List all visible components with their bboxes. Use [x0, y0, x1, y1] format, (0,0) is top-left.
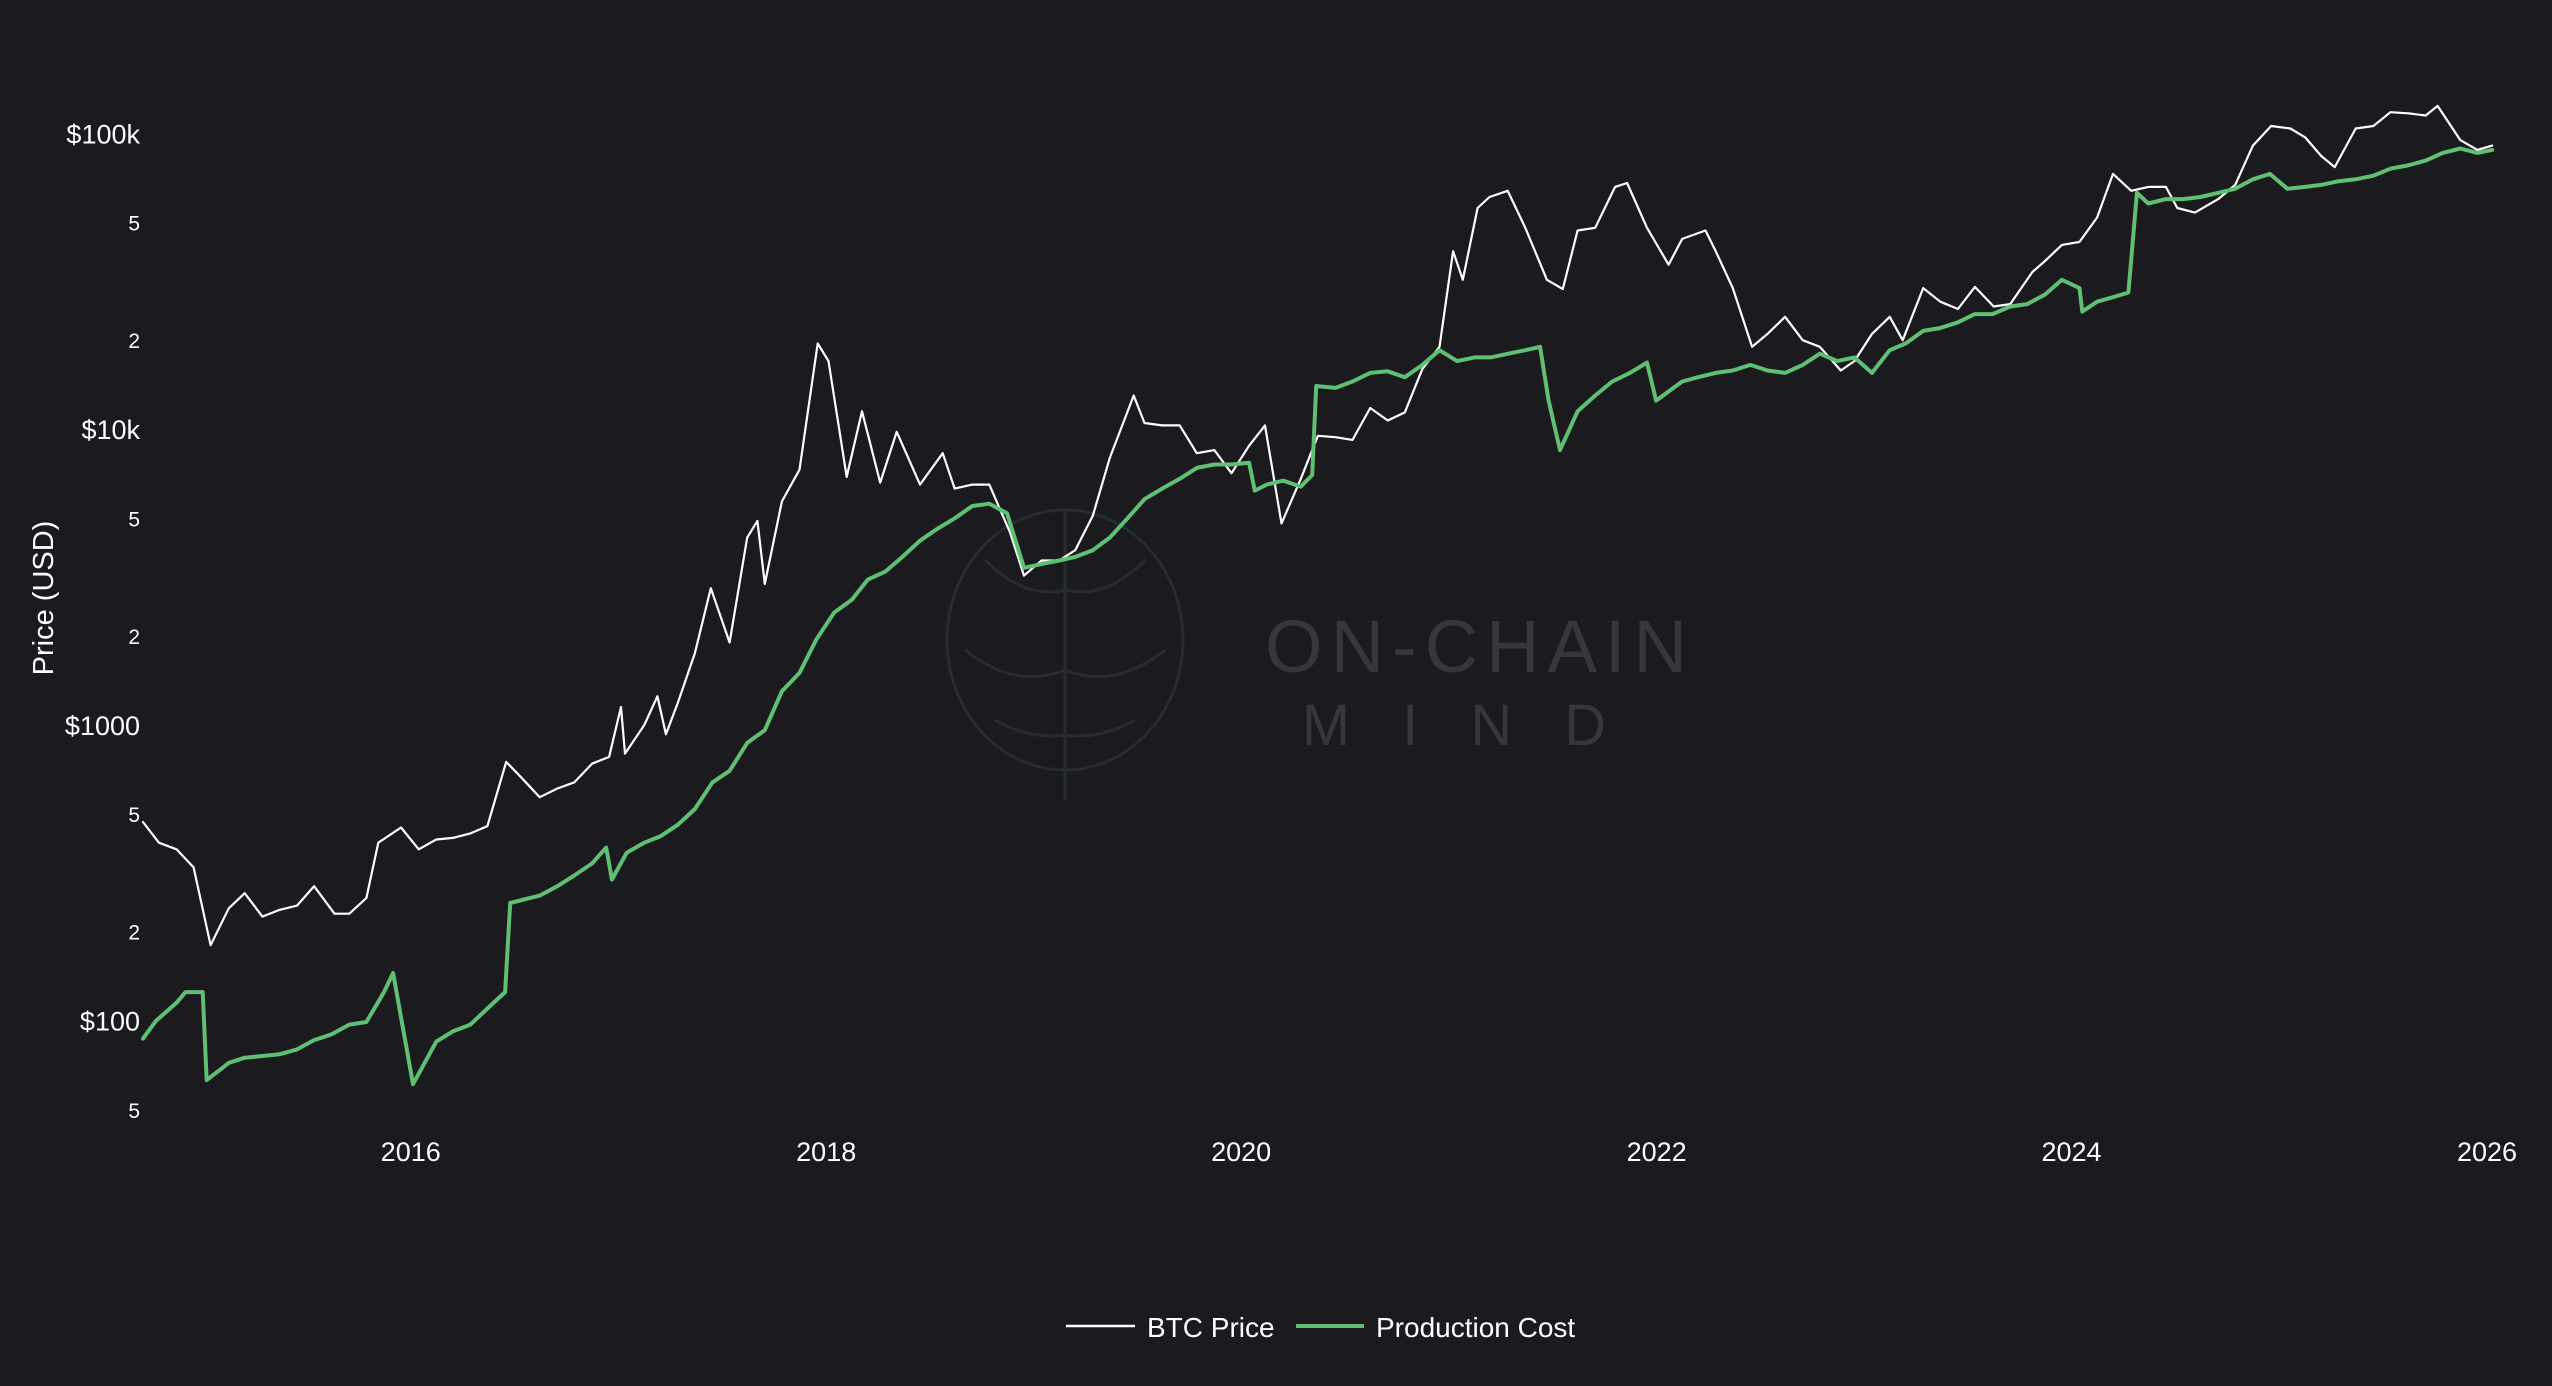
watermark: ON-CHAIN MIND: [947, 510, 1695, 800]
y-tick-label: 5: [128, 804, 140, 827]
y-tick-label: $10k: [81, 415, 140, 445]
x-tick-label: 2026: [2457, 1137, 2517, 1167]
x-tick-label: 2016: [381, 1137, 441, 1167]
x-tick-label: 2024: [2042, 1137, 2102, 1167]
y-tick-label: 5: [128, 213, 140, 236]
x-tick-label: 2020: [1211, 1137, 1271, 1167]
legend-item-btc-price[interactable]: BTC Price: [1066, 1312, 1275, 1343]
watermark-line2: MIND: [1302, 693, 1658, 758]
series-line: [143, 106, 2492, 945]
x-tick-label: 2022: [1627, 1137, 1687, 1167]
x-tick-label: 2018: [796, 1137, 856, 1167]
legend-label-btc-price: BTC Price: [1147, 1312, 1275, 1343]
series-btc-price: [143, 106, 2492, 945]
y-tick-label: 5: [128, 1100, 140, 1123]
y-axis-label: Price (USD): [28, 521, 60, 676]
legend-item-production-cost[interactable]: Production Cost: [1296, 1312, 1575, 1343]
y-axis-ticks: 5 $100 2 5 $1000 2 5 $10k 2 5 $100k: [65, 119, 141, 1122]
legend: BTC Price Production Cost: [1066, 1312, 1575, 1343]
y-tick-label: $100k: [66, 119, 140, 149]
y-tick-label: 2: [128, 330, 140, 353]
series-group: [143, 106, 2492, 1084]
watermark-line1: ON-CHAIN: [1265, 605, 1695, 688]
brain-icon: [947, 510, 1183, 800]
y-tick-label: $1000: [65, 711, 140, 741]
y-tick-label: 2: [128, 626, 140, 649]
x-axis-ticks: 2016 2018 2020 2022 2024 2026: [381, 1137, 2517, 1167]
y-tick-label: 5: [128, 508, 140, 531]
y-tick-label: $100: [80, 1007, 140, 1037]
y-tick-label: 2: [128, 922, 140, 945]
legend-label-production-cost: Production Cost: [1376, 1312, 1575, 1343]
